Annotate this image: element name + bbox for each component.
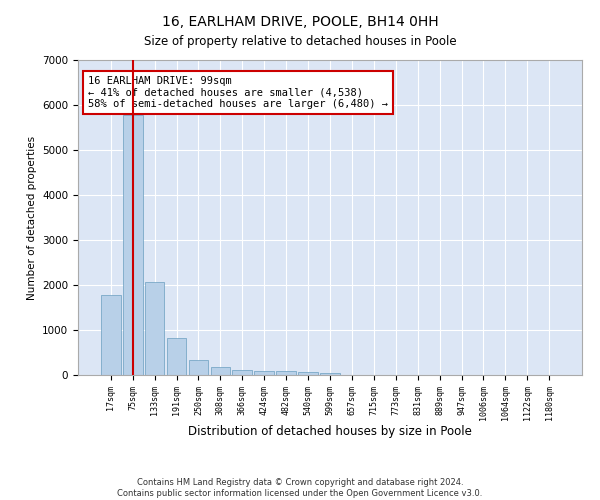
Bar (254, 370, 274, 375)
Y-axis label: Number of detached properties: Number of detached properties (26, 136, 37, 300)
Bar (211, 366, 230, 375)
Bar (232, 370, 252, 375)
Bar (145, 282, 164, 375)
Bar (298, 372, 318, 375)
Text: 16 EARLHAM DRIVE: 99sqm
← 41% of detached houses are smaller (4,538)
58% of semi: 16 EARLHAM DRIVE: 99sqm ← 41% of detache… (88, 76, 388, 109)
Bar (276, 370, 296, 375)
Bar (320, 373, 340, 375)
Bar (123, 115, 143, 375)
Text: Size of property relative to detached houses in Poole: Size of property relative to detached ho… (143, 35, 457, 48)
X-axis label: Distribution of detached houses by size in Poole: Distribution of detached houses by size … (188, 426, 472, 438)
Bar (188, 360, 208, 375)
Text: 16, EARLHAM DRIVE, POOLE, BH14 0HH: 16, EARLHAM DRIVE, POOLE, BH14 0HH (161, 15, 439, 29)
Bar (101, 295, 121, 375)
Text: Contains HM Land Registry data © Crown copyright and database right 2024.
Contai: Contains HM Land Registry data © Crown c… (118, 478, 482, 498)
Bar (167, 338, 187, 375)
